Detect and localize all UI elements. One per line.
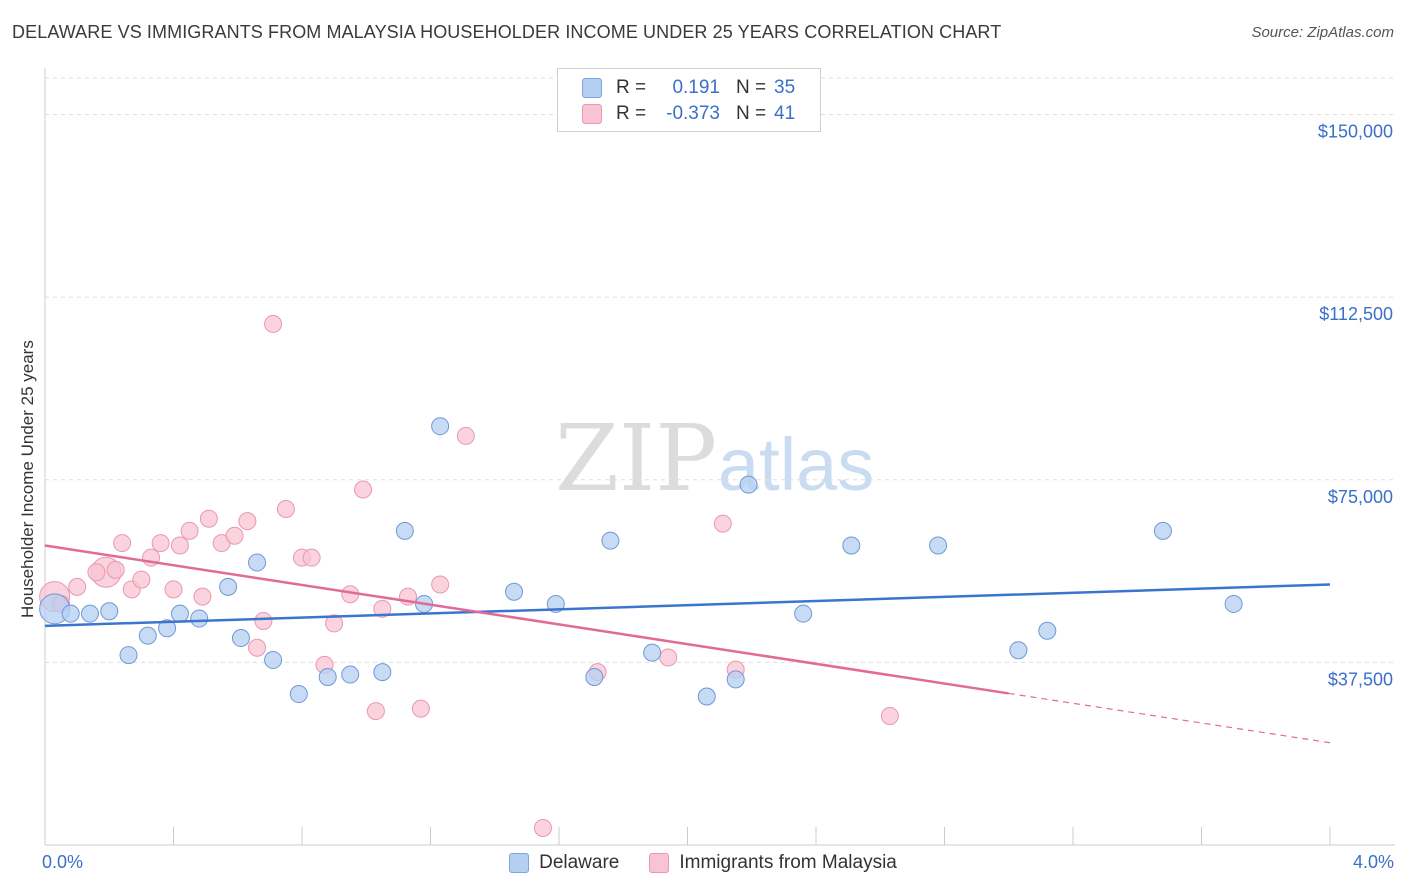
legend-row-malaysia: R = -0.373 N = 41 [582, 102, 795, 126]
malaysia-point [354, 480, 373, 499]
watermark-zip: ZIP [555, 405, 717, 512]
chart-title: DELAWARE VS IMMIGRANTS FROM MALAYSIA HOU… [12, 22, 1002, 42]
malaysia-point [68, 577, 87, 596]
legend-r-value: -0.373 [666, 103, 720, 124]
y-axis-label: Householder Income Under 25 years [18, 340, 37, 618]
delaware-point [248, 553, 267, 572]
legend-swatch-blue [582, 78, 602, 98]
malaysia-point [106, 560, 125, 579]
delaware-point [1224, 594, 1243, 613]
malaysia-point [431, 575, 450, 594]
malaysia-trendline [44, 544, 1009, 695]
delaware-point [505, 582, 524, 601]
delaware-point [726, 670, 745, 689]
source-label: Source: ZipAtlas.com [1251, 24, 1394, 41]
delaware-point [643, 643, 662, 662]
malaysia-point [713, 514, 732, 533]
delaware-point [264, 650, 283, 669]
legend-r-key: R = [616, 77, 647, 98]
malaysia-point [533, 818, 552, 837]
malaysia-point [880, 706, 899, 725]
series-swatch-pink [649, 853, 670, 873]
malaysia-point [225, 526, 244, 545]
malaysia-point [325, 614, 344, 633]
malaysia-point [238, 512, 257, 531]
delaware-point [697, 687, 716, 706]
legend-swatch-pink [582, 104, 602, 124]
delaware-point [1009, 641, 1028, 660]
malaysia-point [248, 638, 267, 657]
delaware-point [585, 667, 604, 686]
correlation-legend: R = 0.191 N = 35 R = -0.373 N = 41 [557, 68, 821, 132]
y-tick-label: $112,500 [1319, 304, 1393, 324]
legend-n-value: 41 [774, 103, 796, 124]
delaware-point [119, 646, 138, 665]
delaware-trendline [44, 583, 1331, 628]
delaware-point [842, 536, 861, 555]
malaysia-point [373, 599, 392, 618]
series-name-malaysia: Immigrants from Malaysia [679, 852, 897, 873]
delaware-point [231, 629, 250, 648]
delaware-point [190, 609, 209, 628]
delaware-point [739, 475, 758, 494]
malaysia-point [193, 587, 212, 606]
legend-r-value: 0.191 [672, 77, 720, 98]
legend-n-key: N = [736, 103, 767, 124]
delaware-point [158, 619, 177, 638]
malaysia-point [180, 521, 199, 540]
x-min-label: 0.0% [42, 852, 84, 872]
legend-n-value: 35 [774, 77, 796, 98]
malaysia-trendline-extension [1008, 692, 1331, 744]
series-swatch-blue [509, 853, 530, 873]
delaware-point [138, 626, 157, 645]
malaysia-point [164, 580, 183, 599]
y-tick-label: $150,000 [1318, 122, 1393, 142]
malaysia-point [254, 611, 273, 630]
legend-r-key: R = [616, 103, 647, 124]
series-legend: Delaware Immigrants from Malaysia [0, 852, 1406, 874]
malaysia-point [132, 570, 151, 589]
delaware-point [929, 536, 948, 555]
delaware-point [601, 531, 620, 550]
delaware-point [170, 604, 189, 623]
series-legend-delaware[interactable]: Delaware [509, 852, 619, 874]
series-legend-malaysia[interactable]: Immigrants from Malaysia [649, 852, 897, 874]
delaware-point [318, 667, 337, 686]
delaware-point [431, 417, 450, 436]
malaysia-point [87, 563, 106, 582]
delaware-point [395, 521, 414, 540]
malaysia-point [302, 548, 321, 567]
delaware-point [289, 685, 308, 704]
malaysia-point [170, 536, 189, 555]
x-max-label: 4.0% [1352, 852, 1394, 872]
delaware-point [1153, 521, 1172, 540]
malaysia-point [411, 699, 430, 718]
delaware-point [219, 577, 238, 596]
delaware-point [61, 604, 80, 623]
watermark-atlas: atlas [718, 423, 874, 506]
legend-n-key: N = [736, 77, 767, 98]
malaysia-point [366, 702, 385, 721]
delaware-point [1038, 621, 1057, 640]
delaware-point [794, 604, 813, 623]
series-name-delaware: Delaware [539, 852, 620, 873]
delaware-point [100, 602, 119, 621]
delaware-point [341, 665, 360, 684]
legend-row-delaware: R = 0.191 N = 35 [582, 76, 795, 100]
malaysia-point [264, 314, 283, 333]
malaysia-point [113, 534, 132, 553]
malaysia-point [199, 509, 218, 528]
delaware-point [373, 663, 392, 682]
malaysia-point [456, 426, 475, 445]
malaysia-point [276, 499, 295, 518]
y-tick-label: $75,000 [1328, 487, 1393, 507]
y-tick-label: $37,500 [1328, 669, 1393, 689]
malaysia-point [659, 648, 678, 667]
malaysia-point [151, 534, 170, 553]
delaware-point [80, 604, 99, 623]
